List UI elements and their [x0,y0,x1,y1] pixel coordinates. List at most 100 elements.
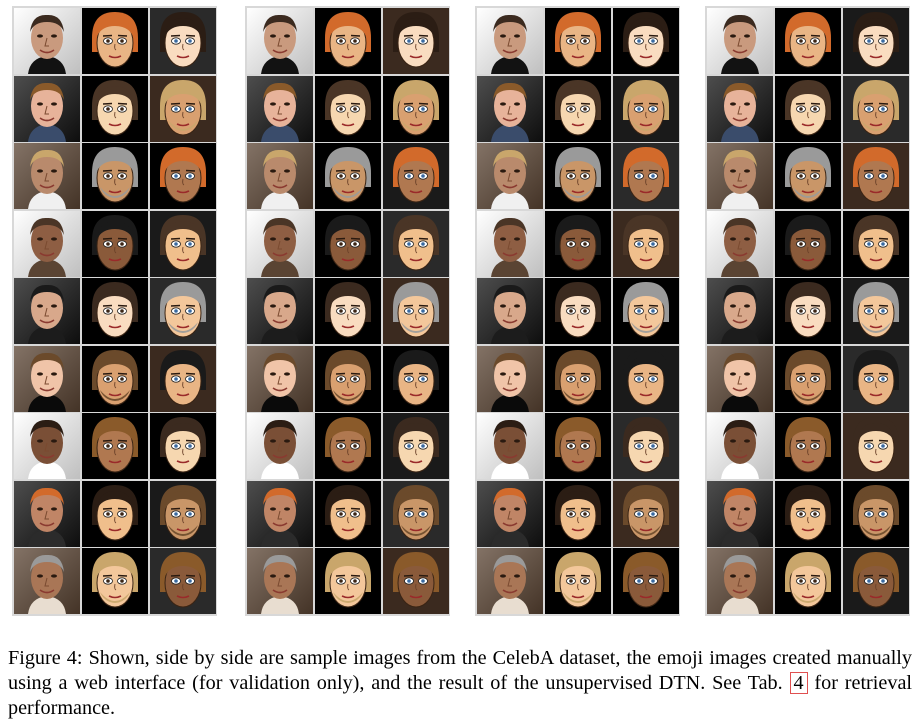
photo-image-g3-r4 [477,210,543,277]
emoji-image-g3-r6 [545,345,611,412]
photo-image-g3-r1 [477,8,543,74]
photo-image-g4-r4 [707,210,773,277]
caption-text: Figure 4: Shown, side by side are sample… [8,647,912,694]
dtn-image-g2-r7 [383,413,449,479]
emoji-image-g3-r2 [545,75,611,142]
dtn-image-g3-r7 [613,413,679,479]
caption-end: for retrieval performance. [8,672,913,719]
photo-image-g1-r4 [14,210,80,277]
figure-panel-group-1 [12,6,217,616]
emoji-image-g2-r3 [315,143,381,209]
dtn-image-g4-r2 [843,75,909,142]
photo-image-g3-r6 [477,345,543,412]
emoji-image-g1-r7 [82,413,148,479]
emoji-image-g3-r4 [545,210,611,277]
photo-image-g4-r6 [707,345,773,412]
photo-image-g4-r2 [707,75,773,142]
dtn-image-g2-r5 [383,278,449,344]
emoji-image-g2-r2 [315,75,381,142]
dtn-image-g3-r1 [613,8,679,74]
dtn-image-g1-r2 [150,75,216,142]
emoji-image-g4-r3 [775,143,841,209]
dtn-image-g4-r6 [843,345,909,412]
photo-image-g1-r8 [14,480,80,547]
dtn-image-g4-r4 [843,210,909,277]
figure-panel-group-3 [475,6,680,616]
dtn-image-g1-r8 [150,480,216,547]
emoji-image-g4-r2 [775,75,841,142]
photo-image-g3-r9 [477,548,543,614]
dtn-image-g4-r5 [843,278,909,344]
emoji-image-g4-r7 [775,413,841,479]
photo-image-g3-r2 [477,75,543,142]
photo-image-g1-r9 [14,548,80,614]
dtn-image-g2-r8 [383,480,449,547]
emoji-image-g3-r3 [545,143,611,209]
dtn-image-g1-r1 [150,8,216,74]
dtn-image-g1-r6 [150,345,216,412]
photo-image-g2-r2 [247,75,313,142]
emoji-image-g2-r4 [315,210,381,277]
photo-image-g2-r6 [247,345,313,412]
emoji-image-g4-r8 [775,480,841,547]
dtn-image-g3-r2 [613,75,679,142]
emoji-image-g4-r5 [775,278,841,344]
emoji-image-g3-r8 [545,480,611,547]
emoji-image-g1-r1 [82,8,148,74]
dtn-image-g3-r3 [613,143,679,209]
photo-image-g2-r4 [247,210,313,277]
photo-image-g2-r8 [247,480,313,547]
emoji-image-g2-r1 [315,8,381,74]
emoji-image-g3-r5 [545,278,611,344]
emoji-image-g1-r2 [82,75,148,142]
photo-image-g3-r8 [477,480,543,547]
dtn-image-g3-r8 [613,480,679,547]
photo-image-g1-r2 [14,75,80,142]
dtn-image-g1-r7 [150,413,216,479]
emoji-image-g3-r7 [545,413,611,479]
figure-caption: Figure 4: Shown, side by side are sample… [8,646,912,721]
figure-panel-group-2 [245,6,450,616]
photo-image-g1-r7 [14,413,80,479]
photo-image-g3-r3 [477,143,543,209]
photo-image-g3-r7 [477,413,543,479]
dtn-image-g4-r1 [843,8,909,74]
dtn-image-g3-r6 [613,345,679,412]
emoji-image-g1-r3 [82,143,148,209]
emoji-image-g2-r6 [315,345,381,412]
photo-image-g1-r5 [14,278,80,344]
table-reference-link[interactable]: 4 [789,672,808,694]
photo-image-g4-r8 [707,480,773,547]
emoji-image-g3-r1 [545,8,611,74]
dtn-image-g4-r9 [843,548,909,614]
emoji-image-g4-r4 [775,210,841,277]
emoji-image-g1-r5 [82,278,148,344]
photo-image-g4-r3 [707,143,773,209]
emoji-image-g4-r1 [775,8,841,74]
emoji-image-g1-r9 [82,548,148,614]
dtn-image-g4-r8 [843,480,909,547]
photo-image-g1-r1 [14,8,80,74]
dtn-image-g2-r3 [383,143,449,209]
figure-panel-group-4 [705,6,910,616]
emoji-image-g1-r8 [82,480,148,547]
dtn-image-g2-r1 [383,8,449,74]
emoji-image-g2-r8 [315,480,381,547]
photo-image-g1-r6 [14,345,80,412]
dtn-image-g1-r3 [150,143,216,209]
dtn-image-g1-r4 [150,210,216,277]
dtn-image-g1-r5 [150,278,216,344]
dtn-image-g2-r9 [383,548,449,614]
photo-image-g3-r5 [477,278,543,344]
dtn-image-g4-r3 [843,143,909,209]
photo-image-g2-r3 [247,143,313,209]
emoji-image-g2-r9 [315,548,381,614]
emoji-image-g1-r4 [82,210,148,277]
dtn-image-g2-r2 [383,75,449,142]
photo-image-g4-r7 [707,413,773,479]
emoji-image-g4-r6 [775,345,841,412]
emoji-image-g3-r9 [545,548,611,614]
emoji-image-g1-r6 [82,345,148,412]
photo-image-g2-r5 [247,278,313,344]
emoji-image-g2-r5 [315,278,381,344]
